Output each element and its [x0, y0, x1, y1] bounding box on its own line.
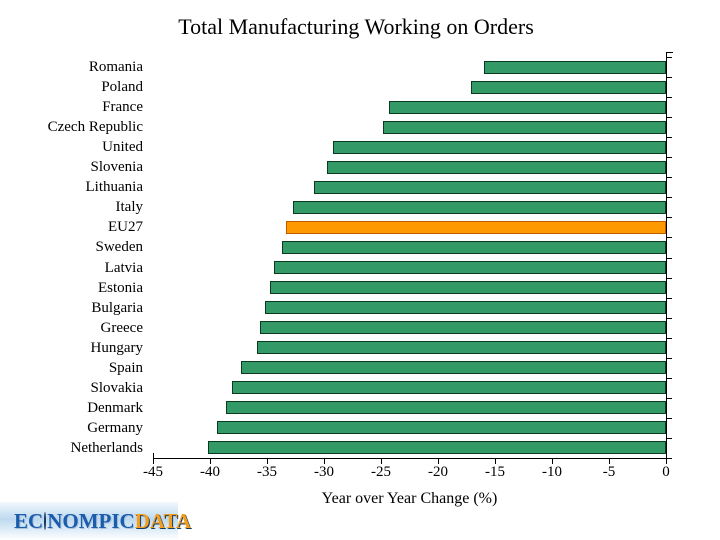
y-category-tick [666, 357, 672, 359]
bar [293, 200, 666, 214]
bar [388, 100, 666, 114]
bar [240, 361, 666, 375]
y-category-tick [666, 297, 672, 299]
y-category-tick [666, 317, 672, 319]
x-axis-label: Year over Year Change (%) [321, 490, 498, 507]
category-label: Lithuania [85, 179, 143, 196]
bar-highlight [286, 220, 666, 234]
bar [471, 80, 666, 94]
category-label: Estonia [98, 279, 143, 296]
y-category-tick [666, 277, 672, 279]
category-label: Czech Republic [47, 119, 143, 136]
chart-title: Total Manufacturing Working on Orders [178, 14, 534, 39]
bar [281, 240, 666, 254]
category-label: Germany [87, 419, 143, 436]
x-tick-label: -15 [485, 464, 505, 480]
x-tick [666, 458, 667, 464]
category-label: Slovenia [90, 159, 144, 176]
y-axis-endcap [666, 52, 673, 53]
x-tick-label: -40 [200, 464, 220, 480]
x-tick [324, 458, 325, 464]
y-axis-line [666, 52, 667, 458]
econompic-logo: EC NOMPIC DATA [0, 502, 191, 540]
category-label: Hungary [90, 339, 144, 356]
y-category-tick [666, 137, 672, 139]
y-category-tick [666, 57, 672, 58]
category-label: Greece [100, 319, 143, 336]
x-axis-endcap [153, 453, 154, 458]
category-label: Netherlands [70, 439, 143, 456]
y-category-tick [666, 417, 672, 419]
x-tick-label: -25 [371, 464, 391, 480]
y-category-tick [666, 217, 672, 219]
x-tick [495, 458, 496, 464]
category-label: Sweden [95, 239, 144, 256]
y-category-tick [666, 437, 672, 439]
y-category-tick [666, 337, 672, 339]
y-category-tick [666, 117, 672, 119]
y-category-tick [666, 197, 672, 199]
bar [483, 60, 666, 74]
bar [327, 160, 666, 174]
bar [231, 381, 666, 395]
x-tick [552, 458, 553, 464]
pie-chart-icon [44, 512, 47, 530]
bar [383, 120, 666, 134]
x-tick [438, 458, 439, 464]
bar [333, 140, 666, 154]
bar [270, 281, 666, 295]
category-label: Slovakia [90, 379, 144, 396]
y-category-tick [666, 377, 672, 379]
logo-text-ec: EC [14, 508, 44, 533]
y-category-tick [666, 237, 672, 239]
bar [273, 261, 666, 275]
x-tick-label: 0 [662, 464, 670, 480]
y-category-tick [666, 97, 672, 99]
x-tick [609, 458, 610, 464]
y-category-tick [666, 458, 672, 459]
x-tick [153, 458, 154, 464]
x-tick [267, 458, 268, 464]
y-category-tick [666, 157, 672, 159]
category-label: Spain [108, 359, 143, 376]
y-category-tick [666, 77, 672, 79]
logo-text-data: DATA [134, 508, 192, 533]
x-tick-label: -30 [314, 464, 334, 480]
bar [313, 180, 666, 194]
bar [207, 441, 666, 455]
y-category-tick [666, 177, 672, 179]
x-tick-label: -5 [602, 464, 616, 480]
x-axis-line [153, 458, 667, 459]
category-label: Italy [115, 199, 144, 216]
logo-text-nompic: NOMPIC [47, 508, 135, 533]
x-tick-label: -10 [542, 464, 562, 480]
category-label: Denmark [87, 399, 143, 416]
category-label: EU27 [108, 219, 143, 236]
bar [256, 341, 666, 355]
x-tick-label: -35 [257, 464, 277, 480]
category-label: Poland [101, 79, 143, 96]
y-category-tick [666, 397, 672, 399]
x-tick [210, 458, 211, 464]
bar [216, 421, 666, 435]
x-tick-label: -20 [428, 464, 448, 480]
bar [260, 321, 666, 335]
x-tick-label: -45 [143, 464, 163, 480]
category-label: Romania [88, 59, 143, 76]
category-label: Latvia [104, 259, 143, 276]
bar [264, 301, 666, 315]
y-category-tick [666, 257, 672, 259]
category-label: Bulgaria [91, 299, 143, 316]
x-tick [381, 458, 382, 464]
bar [225, 401, 666, 415]
category-label: France [102, 99, 143, 116]
category-label: United [102, 139, 143, 156]
